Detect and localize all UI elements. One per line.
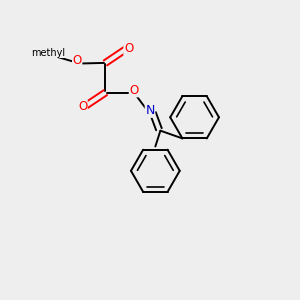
Text: methyl: methyl bbox=[31, 47, 65, 58]
Text: O: O bbox=[124, 42, 133, 56]
Text: O: O bbox=[78, 100, 87, 113]
Text: O: O bbox=[73, 54, 82, 67]
Text: N: N bbox=[145, 104, 155, 117]
Text: O: O bbox=[129, 84, 139, 97]
